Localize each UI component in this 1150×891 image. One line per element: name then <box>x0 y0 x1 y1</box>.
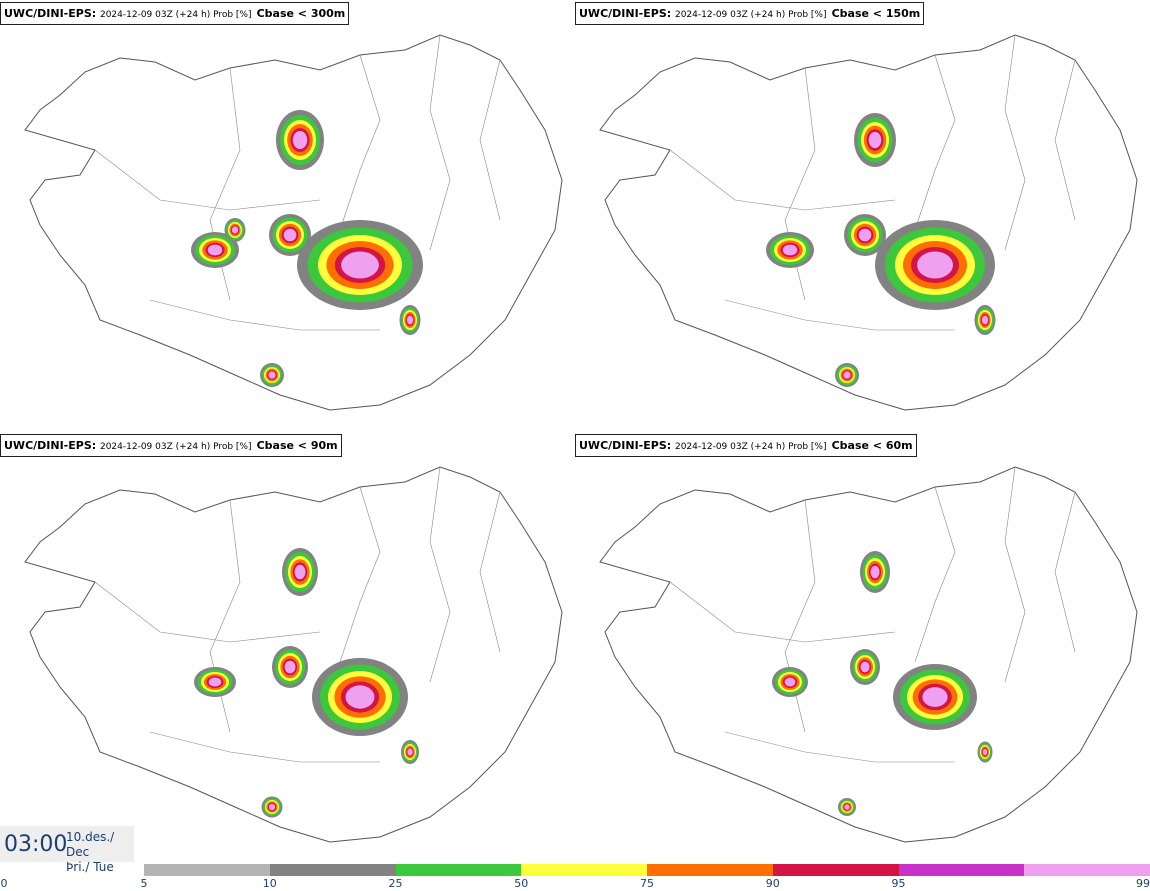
valid-time-date: 10.des./ Dec Þri./ Tue <box>66 830 134 875</box>
probability-area <box>268 371 276 379</box>
colorbar-zero-label: 0 <box>0 877 8 890</box>
panel-model: UWC/DINI-EPS: <box>579 439 675 452</box>
colorbar-segment <box>647 864 773 876</box>
iceland-map <box>599 34 1138 411</box>
panel-model: UWC/DINI-EPS: <box>4 439 100 452</box>
valid-date-line2: Þri./ Tue <box>66 860 114 874</box>
colorbar-tick-label: 95 <box>891 877 906 890</box>
probability-area <box>231 226 239 234</box>
probability-area <box>868 131 882 149</box>
colorbar-tick-label: 99 <box>1136 877 1150 890</box>
panel-title: UWC/DINI-EPS: 2024-12-09 03Z (+24 h) Pro… <box>575 434 917 457</box>
colorbar-tick-label: 50 <box>514 877 529 890</box>
probability-area <box>208 677 222 687</box>
panel-info: 2024-12-09 03Z (+24 h) Prob [%] <box>99 442 252 452</box>
iceland-map <box>24 466 563 843</box>
colorbar-segment <box>772 864 899 876</box>
probability-area <box>406 315 414 325</box>
panel-info: 2024-12-09 03Z (+24 h) Prob [%] <box>674 442 827 452</box>
panel-model: UWC/DINI-EPS: <box>579 7 675 20</box>
probability-area <box>843 371 851 379</box>
probability-area <box>292 131 308 149</box>
probability-area <box>982 748 988 756</box>
probability-area <box>784 677 796 687</box>
panel-param: Cbase < 60m <box>831 439 913 452</box>
colorbar-tick-label: 75 <box>640 877 654 890</box>
probability-area <box>294 564 306 580</box>
probability-area <box>268 803 276 811</box>
valid-date-line1: 10.des./ Dec <box>66 830 115 859</box>
colorbar-segment <box>144 864 270 876</box>
probability-area <box>917 251 953 279</box>
probability-area <box>858 228 872 242</box>
colorbar-segment <box>269 864 396 876</box>
colorbar-tick-label: 25 <box>388 877 403 890</box>
colorbar-segment <box>1024 864 1150 876</box>
colorbar-segment <box>395 864 522 876</box>
colorbar-tick-label: 5 <box>140 877 148 890</box>
probability-area <box>860 661 870 673</box>
valid-time-clock: 03:00 <box>4 832 68 857</box>
map-panel-2: UWC/DINI-EPS: 2024-12-09 03Z (+24 h) Pro… <box>575 0 1150 432</box>
colorbar-tick-label: 90 <box>765 877 780 890</box>
panel-title: UWC/DINI-EPS: 2024-12-09 03Z (+24 h) Pro… <box>0 434 342 457</box>
panel-model: UWC/DINI-EPS: <box>4 7 100 20</box>
panel-param: Cbase < 90m <box>256 439 338 452</box>
panel-info: 2024-12-09 03Z (+24 h) Prob [%] <box>674 10 827 20</box>
probability-area <box>284 660 296 674</box>
probability-area <box>870 565 880 579</box>
probability-area <box>207 244 223 256</box>
probability-area <box>922 687 948 707</box>
map-panel-3: UWC/DINI-EPS: 2024-12-09 03Z (+24 h) Pro… <box>0 432 575 864</box>
probability-area <box>782 244 798 256</box>
probability-area <box>407 748 413 756</box>
colorbar-tick-label: 10 <box>262 877 277 890</box>
iceland-map <box>599 466 1138 843</box>
probability-area <box>341 251 379 279</box>
panel-title: UWC/DINI-EPS: 2024-12-09 03Z (+24 h) Pro… <box>0 2 350 25</box>
colorbar-segment <box>898 864 1025 876</box>
panel-title: UWC/DINI-EPS: 2024-12-09 03Z (+24 h) Pro… <box>575 2 925 25</box>
panel-param: Cbase < 300m <box>256 7 346 20</box>
map-panel-4: UWC/DINI-EPS: 2024-12-09 03Z (+24 h) Pro… <box>575 432 1150 864</box>
panel-param: Cbase < 150m <box>831 7 921 20</box>
iceland-map <box>24 34 563 411</box>
valid-time-box: 03:00 10.des./ Dec Þri./ Tue <box>0 826 134 874</box>
probability-area <box>345 685 375 709</box>
probability-colorbar <box>144 864 1150 876</box>
map-panel-1: UWC/DINI-EPS: 2024-12-09 03Z (+24 h) Pro… <box>0 0 575 432</box>
panel-info: 2024-12-09 03Z (+24 h) Prob [%] <box>99 10 252 20</box>
colorbar-segment <box>521 864 647 876</box>
probability-area <box>844 804 850 810</box>
probability-area <box>981 315 989 325</box>
probability-area <box>283 228 297 242</box>
